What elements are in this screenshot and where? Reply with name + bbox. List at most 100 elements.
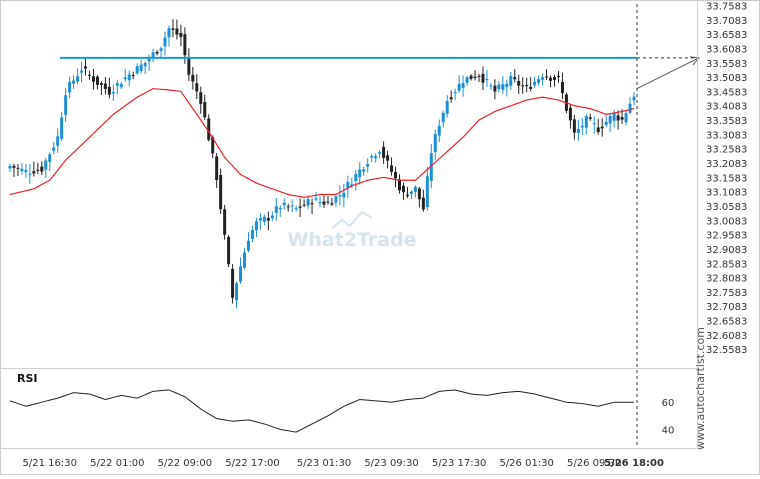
price-tick-label: 32.7083 xyxy=(706,302,747,313)
candle-body xyxy=(95,76,99,85)
candle-body xyxy=(266,218,270,221)
candle-body xyxy=(545,76,549,78)
candle-body xyxy=(239,266,243,282)
candle-body xyxy=(80,70,84,73)
candle-body xyxy=(560,82,564,94)
time-tick-label: 5/26 01:30 xyxy=(499,458,553,469)
candle-body xyxy=(290,205,294,207)
candle-body xyxy=(604,121,608,125)
candle-body xyxy=(211,137,215,154)
candle-body xyxy=(147,58,151,62)
candle-body xyxy=(505,83,509,88)
candle-body xyxy=(282,202,286,206)
candle-body xyxy=(398,179,402,191)
forecast-arrow-line xyxy=(636,57,700,90)
candle-body xyxy=(509,76,513,86)
candle-body xyxy=(135,66,139,74)
candle-body xyxy=(596,127,600,133)
candle-body xyxy=(32,171,36,174)
watermark-logo: What2Trade xyxy=(287,210,417,251)
candle-body xyxy=(52,147,56,151)
moving-average-group xyxy=(9,87,635,199)
candle-body xyxy=(350,184,354,187)
rsi-tick-label: 60 xyxy=(662,398,675,409)
candle-body xyxy=(541,77,545,80)
candle-body xyxy=(374,156,378,159)
candle-body xyxy=(358,169,362,178)
candle-body xyxy=(461,83,465,88)
candle-body xyxy=(620,117,624,120)
candle-body xyxy=(155,52,159,54)
candle-body xyxy=(199,92,203,104)
candle-body xyxy=(425,176,429,208)
price-tick-label: 33.1583 xyxy=(706,173,747,184)
candle-body xyxy=(409,191,413,194)
time-tick-label: 5/26 09:30 xyxy=(567,458,621,469)
price-tick-label: 32.6583 xyxy=(706,317,747,328)
price-tick-label: 33.0083 xyxy=(706,216,747,227)
candle-body xyxy=(525,85,529,87)
rsi-tick-label: 40 xyxy=(662,425,675,436)
candle-body xyxy=(64,95,68,115)
candle-body xyxy=(386,155,390,161)
candle-body xyxy=(179,32,183,38)
candle-body xyxy=(12,165,16,168)
candle-body xyxy=(175,28,179,35)
candle-body xyxy=(171,28,175,30)
candle-body xyxy=(87,74,91,76)
price-tick-label: 32.8083 xyxy=(706,274,747,285)
candle-body xyxy=(123,77,127,80)
candle-body xyxy=(437,125,441,136)
candle-body xyxy=(445,101,449,114)
candle-body xyxy=(366,163,370,167)
candle-body xyxy=(584,115,588,128)
candle-body xyxy=(568,107,572,121)
autochartist-side-label: www.autochartist.com xyxy=(694,327,707,450)
candle-body xyxy=(413,186,417,192)
price-tick-label: 33.5083 xyxy=(706,73,747,84)
candle-body xyxy=(28,173,32,175)
candle-body xyxy=(477,75,481,77)
candle-body xyxy=(107,86,111,95)
candle-body xyxy=(203,102,207,118)
candle-body xyxy=(246,240,250,251)
candle-body xyxy=(278,207,282,210)
candle-body xyxy=(346,181,350,189)
candle-body xyxy=(72,80,76,84)
watermark-text: What2Trade xyxy=(287,229,416,251)
price-tick-label: 33.6583 xyxy=(706,30,747,41)
candle-body xyxy=(143,62,147,67)
candle-body xyxy=(501,84,505,90)
candle-body xyxy=(91,76,95,82)
candle-body xyxy=(250,230,254,239)
candle-body xyxy=(580,125,584,128)
candle-body xyxy=(68,81,72,93)
candle-body xyxy=(624,113,628,123)
candle-body xyxy=(127,74,131,81)
candle-body xyxy=(592,123,596,125)
candle-body xyxy=(242,252,246,268)
candle-body xyxy=(163,37,167,47)
candle-body xyxy=(223,209,227,235)
watermark-chart-icon xyxy=(331,210,373,229)
candle-body xyxy=(338,195,342,197)
candle-body xyxy=(235,283,239,301)
candle-body xyxy=(469,75,473,79)
candle-body xyxy=(405,194,409,197)
resistance-group xyxy=(60,56,700,90)
candle-body xyxy=(48,154,52,162)
candle-body xyxy=(254,221,258,231)
candle-body xyxy=(306,199,310,206)
price-tick-label: 33.4083 xyxy=(706,102,747,113)
candle-body xyxy=(274,206,278,213)
candle-body xyxy=(616,115,620,121)
candle-body xyxy=(449,97,453,100)
candle-body xyxy=(24,170,28,173)
time-tick-label: 5/21 16:30 xyxy=(23,458,77,469)
time-tick-label: 5/23 01:30 xyxy=(297,458,351,469)
candle-body xyxy=(159,48,163,52)
candle-body xyxy=(219,175,223,210)
candle-body xyxy=(576,128,580,133)
price-tick-label: 33.2083 xyxy=(706,159,747,170)
